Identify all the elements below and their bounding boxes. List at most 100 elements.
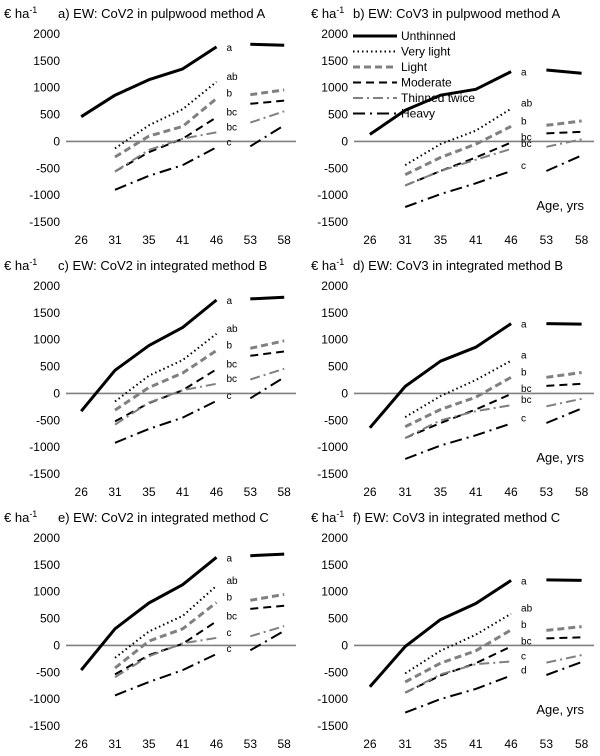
significance-label: b — [227, 340, 233, 351]
series-line-heavy — [249, 124, 285, 148]
x-tick-label: 58 — [575, 485, 589, 499]
significance-label: ab — [227, 72, 239, 83]
series-line-light — [546, 119, 582, 127]
chart-panel-c: € ha-1 c) EW: CoV2 in integrated method B… — [4, 257, 296, 499]
significance-label: c — [521, 414, 526, 425]
significance-label: c — [227, 628, 232, 639]
x-tick-label: 58 — [277, 485, 291, 499]
x-tick-label: 26 — [75, 485, 89, 499]
legend-label: Light — [401, 60, 428, 74]
chart-panel-b: € ha-1 b) EW: CoV3 in pulpwood method A -1… — [311, 5, 594, 247]
series-line-unthinned — [250, 552, 285, 558]
significance-label: bc — [227, 611, 238, 622]
series-line-thinned-twice — [546, 138, 582, 148]
significance-label: bc — [521, 637, 532, 648]
x-tick-label: 53 — [244, 737, 258, 751]
legend-label: Very light — [401, 45, 451, 59]
significance-label: c — [227, 644, 232, 655]
x-tick-label: 53 — [540, 737, 554, 751]
series-line-moderate — [404, 645, 512, 694]
x-tick-label: 26 — [363, 485, 377, 499]
x-axis-label: Age, yrs — [536, 702, 584, 717]
y-tick-label: -500 — [36, 161, 60, 175]
series-line-unthinned — [250, 42, 285, 47]
chart-title: a) EW: CoV2 in pulpwood method A — [58, 6, 265, 21]
series-line-thinned-twice — [114, 382, 217, 426]
series-line-unthinned — [546, 68, 582, 75]
significance-label: d — [521, 666, 527, 677]
y-tick-label: -500 — [324, 161, 348, 175]
x-tick-label: 26 — [363, 233, 377, 247]
x-tick-label: 41 — [176, 737, 190, 751]
series-line-very-light — [404, 107, 512, 166]
series-line-heavy — [249, 630, 285, 652]
y-tick-label: 0 — [341, 134, 348, 148]
y-tick-label: 1000 — [33, 585, 60, 599]
series-line-heavy — [114, 146, 217, 191]
chart-title: b) EW: CoV3 in pulpwood method A — [353, 6, 560, 21]
y-tick-label: 1500 — [33, 54, 60, 68]
series-line-thinned-twice — [250, 625, 285, 638]
x-tick-label: 58 — [575, 737, 589, 751]
significance-label: ab — [227, 324, 239, 335]
series-line-unthinned — [80, 45, 218, 118]
series-line-moderate — [404, 393, 512, 439]
y-tick-label: 0 — [53, 386, 60, 400]
y-tick-label: 500 — [40, 108, 60, 122]
x-tick-label: 58 — [575, 233, 589, 247]
y-unit-label: € ha-1 — [4, 509, 37, 525]
y-tick-label: 1000 — [321, 585, 348, 599]
series-line-thinned-twice — [249, 110, 285, 124]
series-line-unthinned — [546, 322, 582, 326]
y-tick-label: 0 — [341, 638, 348, 652]
y-unit-label: € ha-1 — [311, 257, 344, 273]
series-line-moderate — [546, 636, 582, 640]
series-line-unthinned — [250, 295, 285, 301]
series-line-thinned-twice — [404, 660, 512, 694]
y-tick-label: -1000 — [29, 692, 60, 706]
significance-label: bc — [521, 395, 532, 406]
y-tick-label: -1000 — [317, 440, 348, 454]
y-unit-label: € ha-1 — [311, 5, 344, 21]
x-tick-label: 46 — [504, 737, 518, 751]
series-line-heavy — [249, 376, 285, 400]
significance-label: b — [227, 592, 233, 603]
x-tick-label: 58 — [277, 737, 291, 751]
series-line-moderate — [250, 604, 285, 610]
chart-title: f) EW: CoV3 in integrated method C — [353, 510, 560, 525]
y-unit-label: € ha-1 — [4, 5, 37, 21]
y-tick-label: 0 — [53, 638, 60, 652]
series-line-light — [250, 88, 285, 97]
x-tick-label: 26 — [75, 233, 89, 247]
series-line-thinned-twice — [546, 654, 582, 664]
x-axis-label: Age, yrs — [536, 198, 584, 213]
series-line-unthinned — [546, 578, 582, 582]
legend-label: Unthinned — [401, 29, 456, 43]
y-tick-label: 500 — [328, 612, 348, 626]
y-tick-label: 2000 — [321, 27, 348, 41]
series-line-heavy — [404, 170, 512, 208]
y-tick-label: -1500 — [29, 467, 60, 481]
significance-label: b — [521, 620, 527, 631]
series-line-heavy — [545, 154, 583, 172]
significance-label: a — [227, 43, 233, 54]
x-tick-label: 31 — [398, 485, 412, 499]
significance-label: bc — [521, 139, 532, 150]
y-tick-label: 500 — [40, 360, 60, 374]
significance-label: bc — [227, 107, 238, 118]
significance-label: a — [521, 351, 527, 362]
y-tick-label: -1500 — [317, 215, 348, 229]
series-line-moderate — [114, 368, 218, 423]
x-tick-label: 35 — [142, 737, 156, 751]
significance-label: ab — [521, 604, 533, 615]
y-tick-label: -1500 — [317, 719, 348, 733]
series-line-moderate — [404, 141, 512, 187]
x-tick-label: 53 — [244, 233, 258, 247]
series-line-very-light — [404, 612, 512, 675]
series-line-light — [404, 375, 512, 429]
series-line-light — [114, 601, 218, 670]
y-tick-label: 500 — [40, 612, 60, 626]
series-line-unthinned — [80, 298, 218, 413]
x-tick-label: 41 — [469, 737, 483, 751]
legend-label: Moderate — [401, 76, 452, 90]
